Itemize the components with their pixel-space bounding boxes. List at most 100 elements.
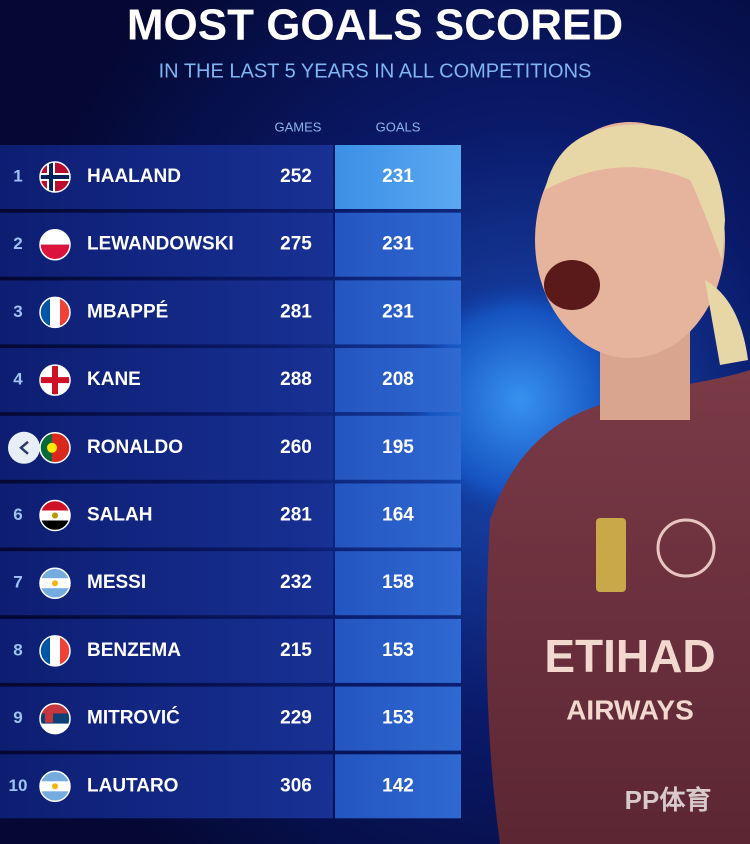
flag-part xyxy=(40,377,70,384)
flag-border xyxy=(39,702,71,735)
flag-part xyxy=(52,432,70,463)
player-name: MESSI xyxy=(87,572,146,593)
flag-border xyxy=(39,635,71,667)
flag xyxy=(40,365,70,396)
flag xyxy=(40,432,70,463)
flag-part xyxy=(47,442,57,453)
flag xyxy=(40,162,70,192)
player-name: LEWANDOWSKI xyxy=(87,234,234,255)
flag-border xyxy=(39,161,71,193)
flag xyxy=(40,635,70,666)
flag-border xyxy=(39,770,71,803)
flag-part xyxy=(50,635,60,666)
rank: 4 xyxy=(13,370,23,389)
goals: 153 xyxy=(382,640,414,661)
goals-cell xyxy=(335,415,461,480)
goals-cell xyxy=(335,551,461,616)
goals-cell xyxy=(335,618,461,683)
goals-cell xyxy=(335,280,461,345)
jersey-sponsor: ETIHAD xyxy=(544,630,715,682)
flag-part xyxy=(52,580,58,587)
player-name: MBAPPÉ xyxy=(87,300,168,322)
player-name: MITROVIĆ xyxy=(87,707,180,729)
goals: 231 xyxy=(382,234,414,255)
player-name: SALAH xyxy=(87,505,152,526)
flag-part xyxy=(40,520,70,531)
flag xyxy=(40,568,70,599)
games: 275 xyxy=(280,234,312,255)
flag-part xyxy=(40,297,50,328)
goals-cell xyxy=(335,145,461,209)
flag-part xyxy=(40,432,52,463)
flag xyxy=(40,703,70,734)
games: 288 xyxy=(280,369,312,390)
goals-cell xyxy=(335,686,461,751)
goals: 142 xyxy=(382,775,414,796)
flag-border xyxy=(39,499,71,532)
goals: 231 xyxy=(382,166,414,187)
flag-border xyxy=(39,296,71,329)
flag-part xyxy=(40,500,70,511)
column-header: GAMES xyxy=(275,119,322,134)
games: 306 xyxy=(280,775,312,796)
column-header: GOALS xyxy=(376,119,421,134)
player-name: LAUTARO xyxy=(87,775,178,796)
games: 229 xyxy=(280,708,312,729)
rank: 2 xyxy=(13,234,22,253)
flag-part xyxy=(40,723,70,734)
games: 281 xyxy=(280,301,312,322)
goals: 164 xyxy=(382,505,414,526)
flag-border xyxy=(39,228,71,261)
subtitle: IN THE LAST 5 YEARS IN ALL COMPETITIONS xyxy=(159,60,592,82)
flag-part xyxy=(60,635,70,666)
flag-part xyxy=(40,635,50,666)
title: MOST GOALS SCORED xyxy=(127,1,623,50)
goals-cell xyxy=(335,483,461,548)
flag-part xyxy=(40,244,70,260)
goals: 208 xyxy=(382,369,414,390)
goals-cell xyxy=(335,754,461,819)
flag-part xyxy=(45,710,53,723)
flag-part xyxy=(50,297,60,328)
flag-part xyxy=(52,512,58,519)
back-arrow-icon xyxy=(19,440,29,455)
flag-part xyxy=(40,175,70,179)
flag xyxy=(40,500,70,531)
rank: 6 xyxy=(13,505,22,524)
goals: 153 xyxy=(382,708,414,729)
games: 281 xyxy=(280,505,312,526)
rank: 10 xyxy=(9,776,28,795)
player-photo xyxy=(486,122,750,844)
back-button[interactable] xyxy=(8,431,40,464)
goals: 231 xyxy=(382,301,414,322)
flag-part xyxy=(40,229,70,245)
goals: 195 xyxy=(382,437,414,458)
player-name: RONALDO xyxy=(87,437,183,458)
flag xyxy=(40,771,70,802)
games: 232 xyxy=(280,572,312,593)
flag-border xyxy=(39,567,71,599)
flag-part xyxy=(40,703,70,714)
flag-border xyxy=(39,364,71,396)
table: 1 HAALAND 252 231 2 LEWANDOWSKI 275 231 3 MBAPPÉ 2… xyxy=(0,145,461,819)
player-name: BENZEMA xyxy=(87,640,181,661)
flag-part xyxy=(40,713,70,724)
flag-part xyxy=(60,297,70,328)
rank: 3 xyxy=(13,302,22,321)
rank: 7 xyxy=(13,573,22,592)
watermark: PP体育 xyxy=(625,785,712,815)
flag-part xyxy=(52,783,58,790)
flag xyxy=(40,229,70,260)
player-name: HAALAND xyxy=(87,166,181,187)
games: 215 xyxy=(280,640,312,661)
rank: 9 xyxy=(13,708,22,727)
flag xyxy=(40,297,70,328)
goals-cell xyxy=(335,348,461,413)
player-name: KANE xyxy=(87,369,141,390)
jersey-sponsor: AIRWAYS xyxy=(566,694,694,725)
games: 260 xyxy=(280,437,312,458)
games: 252 xyxy=(280,166,312,187)
goals-cell xyxy=(335,212,461,277)
goals: 158 xyxy=(382,572,414,593)
